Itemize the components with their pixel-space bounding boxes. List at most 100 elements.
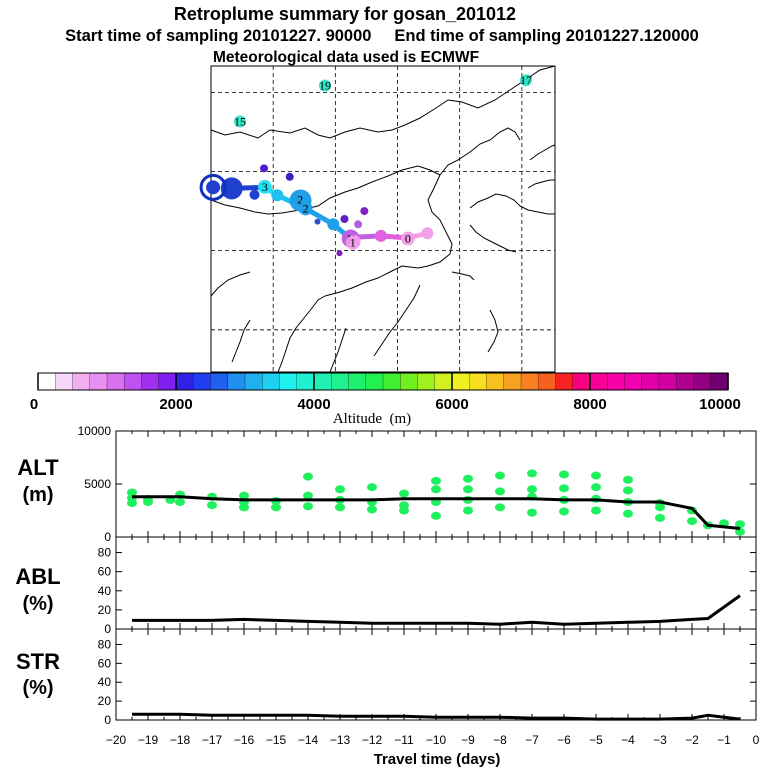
day-label-marker [400,231,415,246]
day-label-marker [257,179,272,194]
colorbar-cells [37,372,729,391]
colorbar-cell [589,372,608,391]
map-gridlines [211,66,555,372]
colorbar-cell [72,372,91,391]
colorbar-cell [348,372,367,391]
altitude-scatter-point [367,505,377,514]
x-tick-label: −14 [298,733,319,747]
y-axis-label: ALT [17,455,59,480]
y-tick-label: 40 [98,675,112,689]
altitude-scatter-point [495,487,505,496]
trajectory-map: 011223151917 [199,65,556,373]
x-tick-label: −6 [557,733,571,747]
colorbar-cell [624,372,643,391]
colorbar-tick-label: 8000 [573,396,606,413]
plume-cluster [354,220,363,229]
altitude-scatter-point [239,491,249,500]
altitude-scatter-point [463,474,473,483]
colorbar-cell [555,372,574,391]
x-tick-label: −3 [653,733,667,747]
y-tick-label: 80 [98,637,112,651]
plume-cluster [360,207,369,216]
colorbar-cell [141,372,160,391]
colorbar-cell [55,372,74,391]
series-line-alt [132,495,741,530]
y-tick-label: 0 [104,622,111,636]
colorbar-cell [693,372,712,391]
colorbar-cell [658,372,677,391]
colorbar-cell [676,372,695,391]
title-line2: Start time of sampling 20101227. 90000 E… [65,27,699,45]
y-axis-label: (%) [22,677,53,699]
y-tick-label: 0 [104,713,111,727]
altitude-scatter-point [735,520,745,529]
y-tick-label: 20 [98,694,112,708]
colorbar-cell [503,372,522,391]
panel-frame [115,628,757,721]
panel-alt: 0 5000 10000 ALT (m) [17,424,757,544]
colorbar-cell [89,372,108,391]
day-label-marker [318,79,331,92]
altitude-scatter-point [399,489,409,498]
series-line-str [132,712,741,721]
altitude-scatter-point [527,508,537,517]
day-label: 19 [319,79,331,93]
y-axis-label: ABL [15,564,60,589]
panel-frame [115,536,757,630]
colorbar-cell [262,372,281,391]
plume-cluster [285,172,294,181]
track-point [220,177,243,200]
altitude-scatter-point [367,483,377,492]
x-tick-label: −18 [170,733,191,747]
y-tick-label: 60 [98,656,112,670]
altitude-scatter-point [495,471,505,480]
colorbar-cell [400,372,419,391]
plume-cluster [249,189,260,200]
coastlines [210,65,556,373]
colorbar-tick-label: 4000 [297,396,330,413]
x-axis-label: Travel time (days) [374,751,501,768]
colorbar-cell [193,372,212,391]
altitude-scatter-point [303,472,313,481]
altitude-colorbar: 0 2000 4000 6000 8000 10000 Altitude (m) [30,372,741,427]
colorbar-cell [572,372,591,391]
colorbar-cell [210,372,229,391]
x-tick-label: −1 [717,733,731,747]
plume-cluster-ring [199,173,227,201]
x-tick-label: −16 [234,733,255,747]
altitude-scatter-point [431,485,441,494]
colorbar-cell [538,372,557,391]
y-tick-label: 0 [104,530,111,544]
colorbar-cell [434,372,453,391]
altitude-scatter-point [127,488,137,497]
colorbar-cell [158,372,177,391]
day-label-marker [298,201,313,216]
colorbar-label: Altitude (m) [333,411,411,427]
plume-cluster [206,180,221,195]
colorbar-cell [710,372,729,391]
day-label: 3 [262,180,268,194]
colorbar-cell [175,372,194,391]
altitude-scatter-point [399,501,409,510]
track-point [271,189,284,202]
colorbar-cell [486,372,505,391]
y-axis-label: STR [16,649,60,674]
colorbar-tick-label: 6000 [435,396,468,413]
colorbar-cell [227,372,246,391]
x-tick-label: −12 [362,733,383,747]
plume-cluster [340,215,349,223]
colorbar-cell [331,372,350,391]
altitude-scatter-point [687,517,697,526]
x-tick-label: −17 [202,733,223,747]
colorbar-cell [37,372,56,391]
colorbar-cell [296,372,315,391]
colorbar-cell [313,372,332,391]
x-tick-label: −5 [589,733,603,747]
x-tick-label: −7 [525,733,539,747]
altitude-scatter-point [623,509,633,518]
y-tick-label: 80 [98,546,112,560]
x-tick-label: −9 [461,733,475,747]
altitude-scatter-point [271,503,281,512]
